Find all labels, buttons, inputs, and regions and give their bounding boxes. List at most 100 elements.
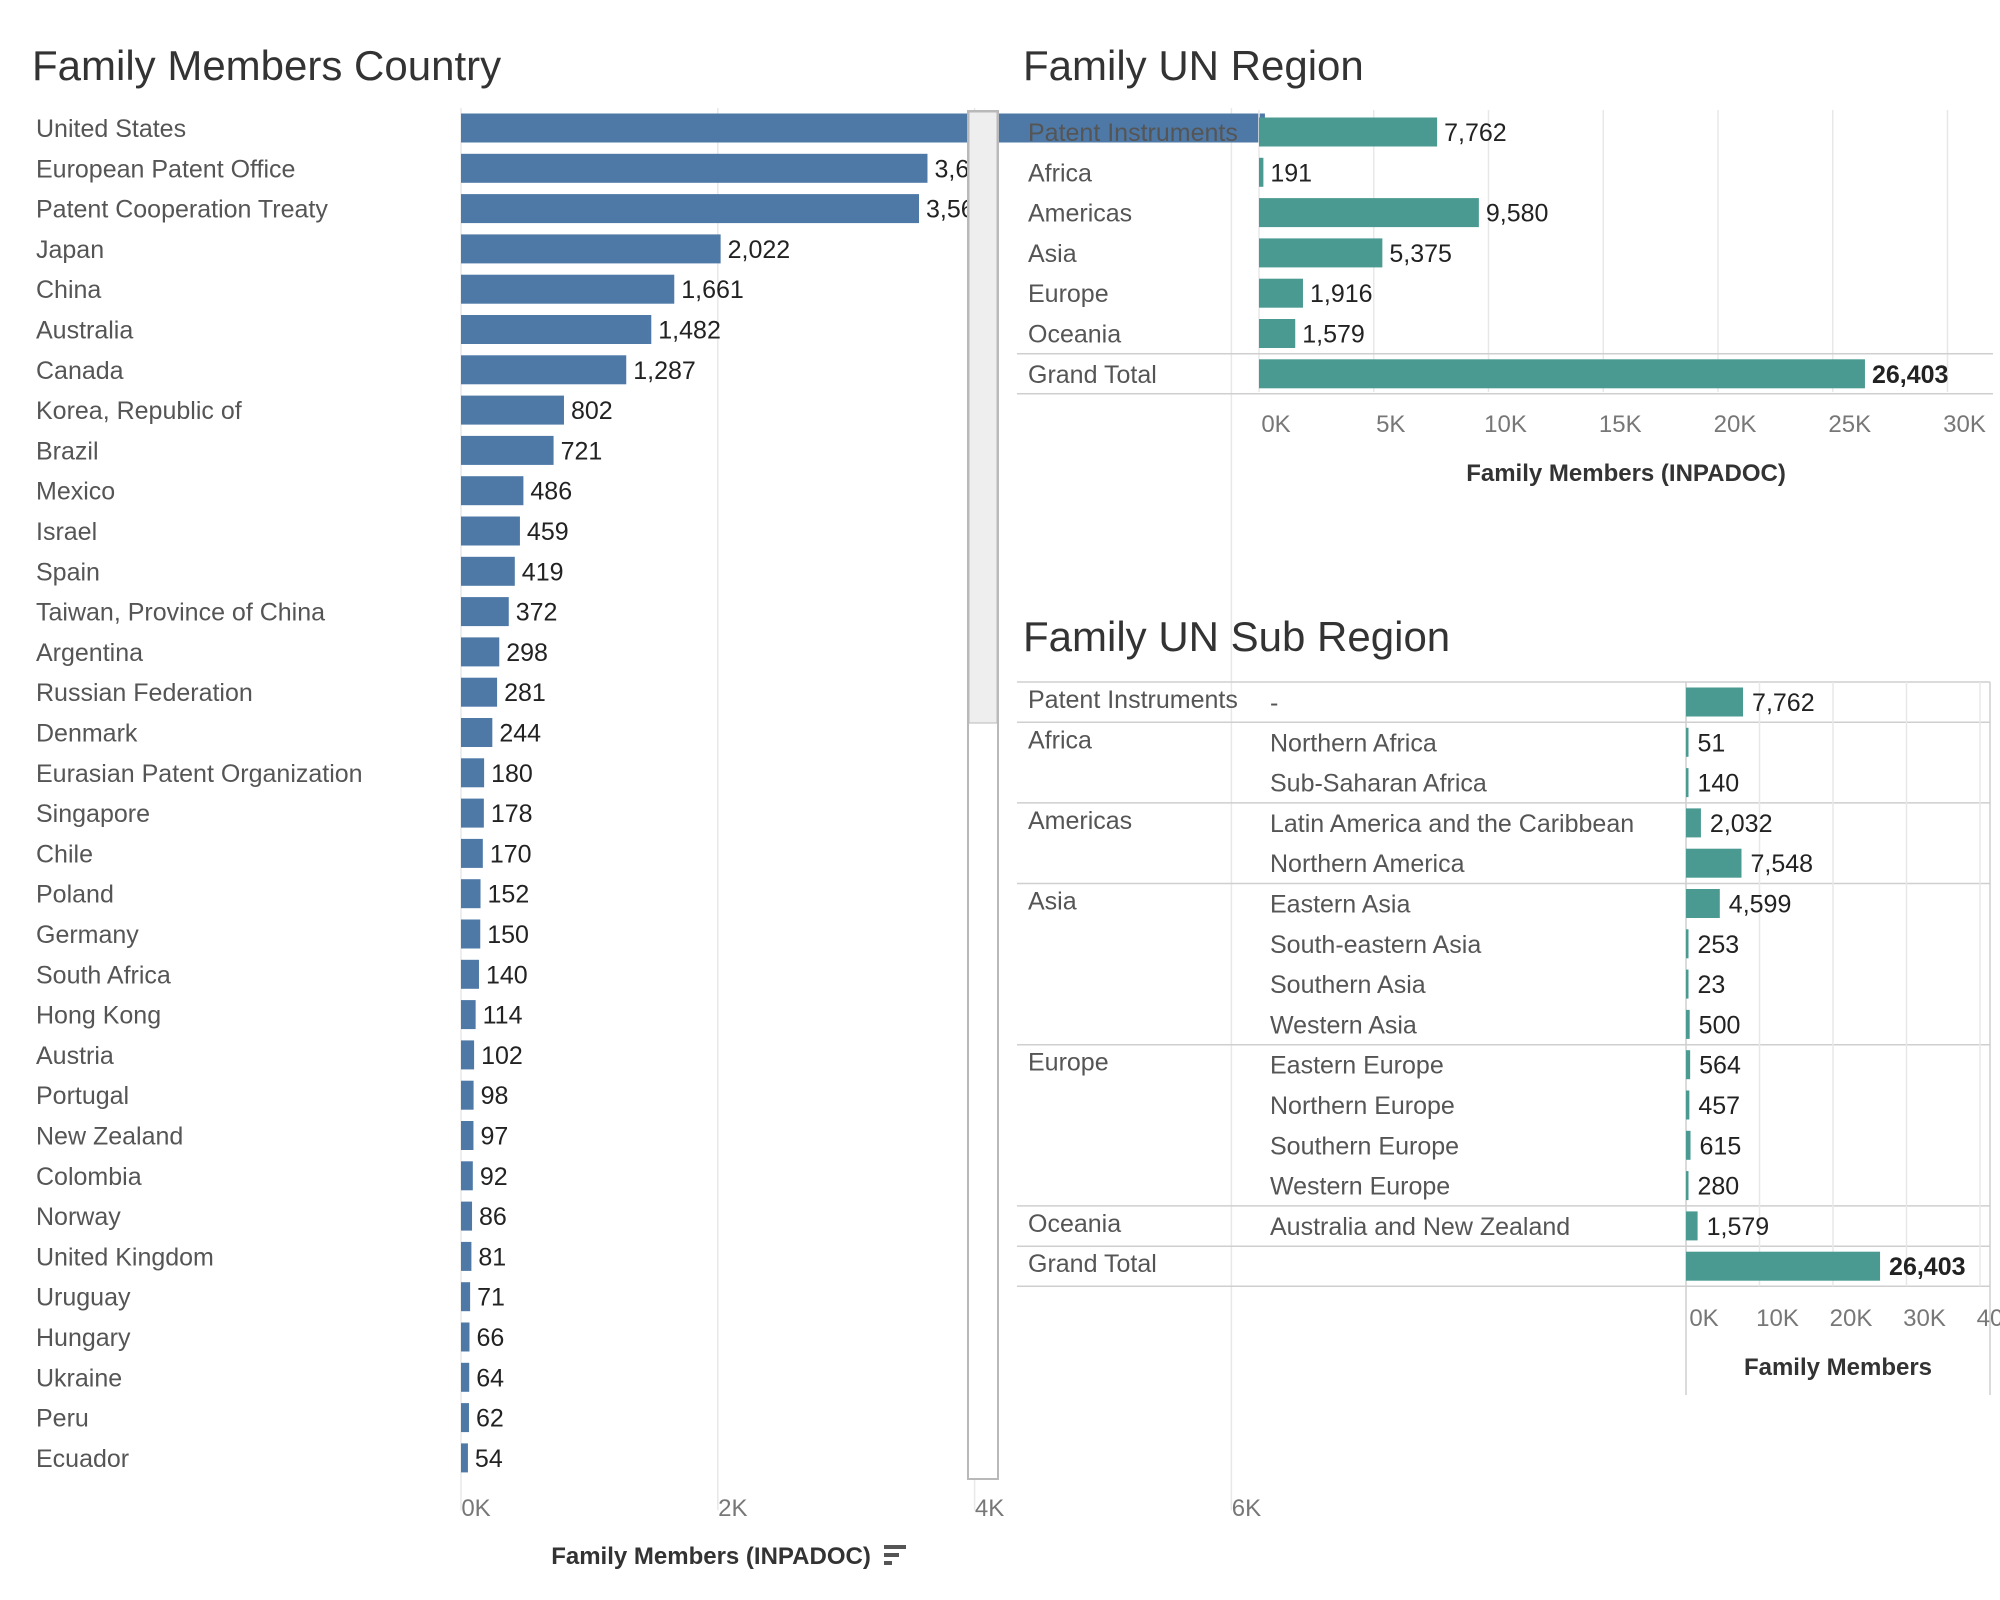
region-bar [1259,238,1382,267]
region-value-label: 191 [1270,159,1312,187]
subregion-value-label: 253 [1698,931,1740,959]
scrollbar-thumb[interactable] [969,112,997,723]
country-value-label: 372 [516,599,558,627]
country-value-label: 152 [488,881,530,909]
country-category-label: Ukraine [36,1364,122,1392]
subregion-bar [1686,970,1689,999]
subregion-region-label: Europe [1028,1049,1109,1077]
country-tick-label: 2K [718,1495,747,1522]
subregion-label: Australia and New Zealand [1270,1213,1570,1241]
country-value-label: 97 [480,1123,508,1151]
country-bar [461,396,564,425]
country-value-label: 62 [476,1405,504,1433]
country-value-label: 1,661 [681,276,744,304]
country-bar [461,355,626,384]
country-value-label: 1,287 [633,357,696,385]
country-category-label: Ecuador [36,1445,129,1473]
country-value-label: 281 [504,679,546,707]
region-category-label: Oceania [1028,321,1121,349]
subregion-bar [1686,849,1741,878]
country-value-label: 721 [561,437,603,465]
subregion-table-frame [1017,682,1990,1395]
country-value-label: 71 [477,1284,505,1312]
region-gridlines [1017,110,1993,394]
region-chart-title: Family UN Region [1023,42,1364,89]
country-bar [461,1282,470,1311]
country-value-label: 81 [478,1243,506,1271]
region-tick-label: 15K [1599,411,1642,438]
country-bar [461,839,483,868]
subregion-bar [1686,1211,1698,1240]
country-bar [461,799,484,828]
subregion-bar [1686,768,1689,797]
country-category-label: Patent Cooperation Treaty [36,196,328,224]
subregion-region-label: Asia [1028,888,1077,916]
country-category-label: Uruguay [36,1284,131,1312]
subregion-label: Eastern Asia [1270,891,1410,919]
country-category-label: Argentina [36,639,143,667]
sort-descending-icon[interactable] [884,1545,906,1565]
country-bar [461,597,509,626]
country-bar [461,234,721,263]
region-tick-label: 30K [1943,411,1986,438]
country-category-label: New Zealand [36,1123,183,1151]
country-value-label: 244 [499,720,541,748]
region-category-label: Europe [1028,280,1109,308]
country-axis-title: Family Members (INPADOC) [551,1543,871,1570]
country-bar [461,637,499,666]
subregion-label: Latin America and the Caribbean [1270,810,1634,838]
country-bar [461,1363,469,1392]
country-value-label: 54 [475,1445,503,1473]
country-bar [461,154,927,183]
subregion-value-label: 23 [1698,971,1726,999]
region-tick-label: 25K [1828,411,1871,438]
country-value-label: 298 [506,639,548,667]
country-category-label: United States [36,115,186,143]
country-category-label: Portugal [36,1082,129,1110]
country-category-label: Hungary [36,1324,131,1352]
region-axis-ticks: 0K5K10K15K20K25K30K [1261,411,1986,438]
country-bar [461,476,523,505]
country-value-label: 64 [476,1364,504,1392]
region-bar [1259,319,1295,348]
country-bar [461,1443,468,1472]
region-value-label: 26,403 [1872,361,1948,389]
region-tick-label: 10K [1484,411,1527,438]
country-bar [461,1161,473,1190]
subregion-label: Northern America [1270,850,1465,878]
country-category-label: Germany [36,921,139,949]
country-bar [461,275,674,304]
country-bar [461,1121,473,1150]
country-category-label: Norway [36,1203,121,1231]
subregion-region-label: Africa [1028,726,1092,754]
country-value-label: 140 [486,961,528,989]
country-category-label: Colombia [36,1163,142,1191]
subregion-region-label: Americas [1028,807,1132,835]
country-bar [461,436,554,465]
country-value-label: 1,482 [658,317,721,345]
country-bar [461,1323,469,1352]
country-bar [461,315,651,344]
subregion-bar [1686,808,1701,837]
subregion-value-label: 280 [1698,1173,1740,1201]
region-category-label: Africa [1028,159,1092,187]
region-category-label: Patent Instruments [1028,119,1238,147]
subregion-bar [1686,1171,1689,1200]
subregion-region-label: Grand Total [1028,1250,1157,1278]
subregion-axis-ticks: 0K10K20K30K40K [1689,1305,2000,1332]
country-value-label: 2,022 [728,236,791,264]
country-category-label: South Africa [36,961,171,989]
subregion-bar [1686,1131,1691,1160]
country-value-label: 486 [530,478,572,506]
country-bar [461,920,480,949]
country-value-label: 180 [491,760,533,788]
country-bar [461,758,484,787]
country-category-label: Japan [36,236,104,264]
subregion-label: Eastern Europe [1270,1052,1444,1080]
country-bar [461,517,520,546]
country-value-label: 178 [491,800,533,828]
subregion-value-label: 26,403 [1889,1253,1965,1281]
subregion-axis-title: Family Members [1744,1354,1932,1381]
subregion-bar [1686,1010,1690,1039]
country-scrollbar[interactable] [968,111,998,1479]
